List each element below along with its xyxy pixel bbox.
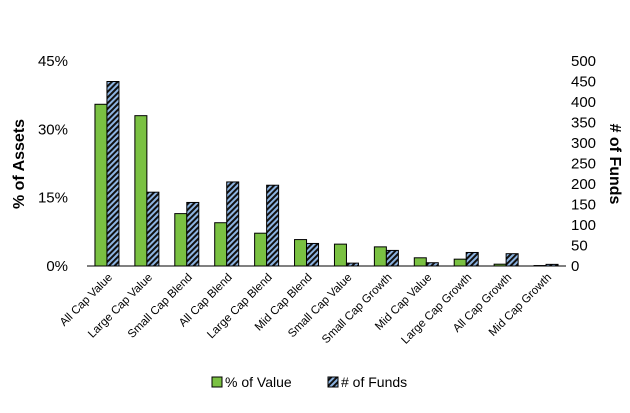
left-tick-label: 30% (38, 121, 68, 138)
right-tick-label: 150 (571, 197, 596, 214)
bar-funds-all-cap-growth (505, 253, 519, 267)
right-tick-label: 100 (571, 217, 596, 234)
bar-funds-all-cap-value (106, 81, 120, 267)
bar-value-small-cap-blend (174, 213, 188, 267)
right-tick-label: 300 (571, 135, 596, 152)
bar-value-large-cap-value (134, 115, 148, 267)
right-tick-label: 500 (571, 53, 596, 70)
bar-value-small-cap-value (333, 243, 347, 267)
left-tick-label: 15% (38, 190, 68, 207)
left-tick-label: 0% (46, 258, 68, 275)
bar-value-mid-cap-blend (294, 239, 308, 267)
right-tick-label: 450 (571, 74, 596, 91)
right-axis-ticks: 0 50 100 150 200 250 300 350 400 450 500 (571, 53, 596, 275)
legend-label-value: % of Value (225, 374, 292, 390)
right-tick-label: 50 (571, 238, 588, 255)
right-tick-label: 250 (571, 156, 596, 173)
bar-value-mid-cap-value (413, 257, 427, 267)
bar-funds-small-cap-blend (186, 201, 200, 267)
legend-label-funds: # of Funds (341, 374, 407, 390)
left-tick-label: 45% (38, 53, 68, 70)
category-label: Large Cap Growth (399, 272, 474, 347)
legend: % of Value # of Funds (211, 374, 407, 390)
bar-funds-large-cap-value (146, 191, 160, 267)
bar-funds-large-cap-growth (465, 251, 479, 267)
bar-value-small-cap-growth (373, 246, 387, 267)
right-tick-label: 400 (571, 94, 596, 111)
legend-swatch-value (211, 376, 223, 388)
legend-swatch-funds (327, 376, 339, 388)
bar-funds-small-cap-growth (385, 249, 399, 267)
left-axis-title: % of Assets (11, 119, 28, 209)
bar-value-large-cap-blend (254, 232, 268, 267)
right-axis-title: # of Funds (606, 124, 623, 205)
left-axis-ticks: 0% 15% 30% 45% (38, 53, 68, 275)
bar-funds-large-cap-blend (266, 184, 280, 267)
right-tick-label: 0 (571, 258, 579, 275)
bar-funds-mid-cap-blend (306, 242, 320, 267)
category-label: Small Cap Growth (320, 272, 394, 346)
right-tick-label: 200 (571, 176, 596, 193)
bar-value-large-cap-growth (453, 258, 467, 267)
bar-value-all-cap-blend (214, 222, 228, 267)
bar-value-all-cap-value (94, 103, 108, 267)
bar-funds-all-cap-blend (226, 181, 240, 267)
right-tick-label: 350 (571, 115, 596, 132)
bars (94, 81, 559, 267)
